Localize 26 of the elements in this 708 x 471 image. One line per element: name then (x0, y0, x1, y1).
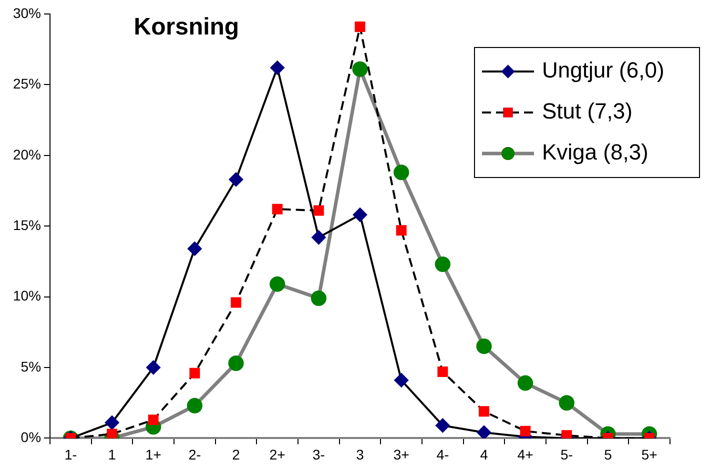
x-tick-label: 1- (64, 446, 78, 462)
x-tick-label: 4+ (517, 446, 534, 462)
legend-label: Ungtjur (6,0) (542, 58, 664, 83)
y-tick-label: 20% (12, 146, 42, 162)
x-tick-label: 5- (560, 446, 574, 462)
x-tick-label: 3 (356, 446, 364, 462)
x-tick-label: 4 (480, 446, 488, 462)
x-tick-label: 1 (108, 446, 116, 462)
y-tick-label: 30% (12, 4, 42, 21)
y-tick-label: 25% (12, 76, 42, 92)
legend-label: Stut (7,3) (542, 98, 632, 124)
x-tick-label: 2 (232, 446, 240, 462)
y-tick-label: 5% (20, 358, 42, 374)
y-tick-label: 15% (12, 216, 42, 233)
x-tick-label: 5+ (641, 446, 658, 462)
chart-title: Korsning (134, 14, 240, 41)
x-tick-label: 4- (436, 446, 450, 462)
x-tick-label: 2- (188, 446, 202, 462)
x-tick-label: 3- (312, 446, 326, 462)
x-tick-label: 2+ (269, 446, 286, 462)
y-tick-label: 10% (12, 288, 42, 304)
y-tick-label: 0% (20, 429, 42, 446)
x-tick-label: 1+ (145, 446, 162, 462)
legend-label: Kviga (8,3) (542, 140, 648, 165)
x-tick-label: 3+ (393, 446, 410, 462)
x-tick-label: 5 (604, 446, 612, 462)
